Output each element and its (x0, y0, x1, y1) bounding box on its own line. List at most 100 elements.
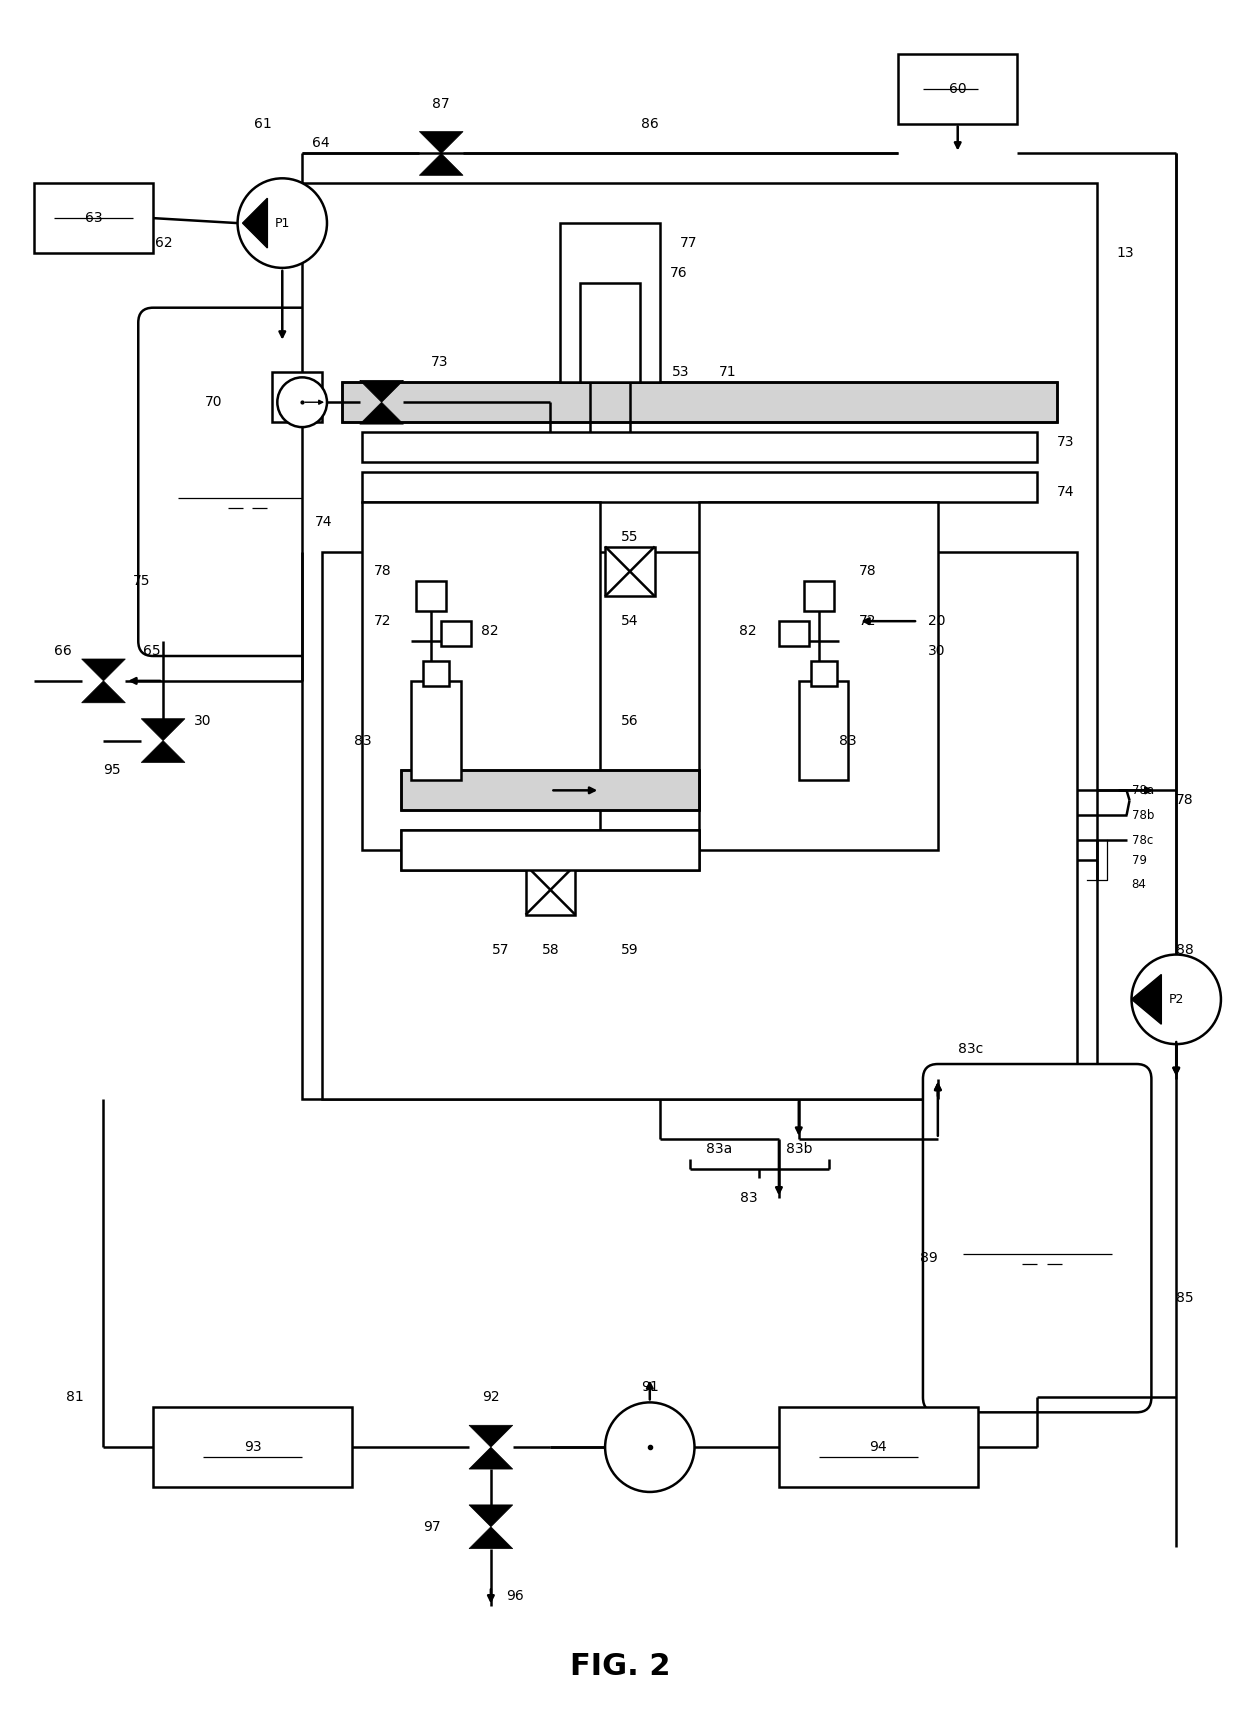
Text: 78c: 78c (1132, 834, 1153, 847)
Polygon shape (82, 659, 125, 680)
Text: 58: 58 (542, 942, 559, 956)
Text: 86: 86 (641, 117, 658, 131)
Text: 82: 82 (481, 625, 498, 639)
Text: 83: 83 (740, 1191, 758, 1205)
Text: 65: 65 (144, 644, 161, 658)
Text: 81: 81 (66, 1391, 83, 1405)
Text: 83a: 83a (707, 1141, 733, 1156)
Text: 20: 20 (928, 614, 945, 628)
Text: 95: 95 (103, 763, 122, 777)
Text: 85: 85 (1177, 1291, 1194, 1305)
Text: 89: 89 (920, 1251, 937, 1265)
Bar (779, 621, 808, 646)
Polygon shape (243, 198, 268, 249)
Bar (154, 1407, 352, 1488)
Circle shape (605, 1403, 694, 1491)
Bar (560, 223, 660, 383)
Text: 88: 88 (1177, 942, 1194, 956)
Bar (322, 552, 1076, 1099)
Text: 55: 55 (621, 530, 639, 544)
Text: 76: 76 (670, 266, 687, 280)
Text: 13: 13 (1117, 247, 1135, 261)
Text: 77: 77 (680, 236, 697, 250)
Text: 93: 93 (244, 1439, 262, 1455)
Text: 74: 74 (1056, 485, 1075, 499)
Polygon shape (469, 1446, 512, 1469)
Bar (33, 183, 154, 254)
Polygon shape (469, 1528, 512, 1548)
Text: P2: P2 (1168, 992, 1184, 1006)
Text: 87: 87 (433, 97, 450, 110)
Bar (526, 865, 575, 915)
Polygon shape (360, 380, 403, 402)
Text: 66: 66 (53, 644, 72, 658)
Text: 62: 62 (155, 236, 174, 250)
Polygon shape (141, 718, 185, 740)
Bar (580, 283, 640, 383)
Text: 74: 74 (315, 514, 332, 528)
Text: 57: 57 (492, 942, 510, 956)
Polygon shape (419, 154, 463, 176)
Circle shape (1132, 954, 1221, 1044)
Text: 59: 59 (621, 942, 639, 956)
Bar (804, 582, 833, 611)
Text: 30: 30 (195, 713, 212, 728)
Bar (362, 432, 1037, 463)
Circle shape (278, 378, 327, 426)
Bar (811, 661, 837, 685)
Bar (423, 661, 449, 685)
Bar (362, 471, 1037, 502)
FancyBboxPatch shape (923, 1063, 1152, 1412)
Text: 78: 78 (374, 564, 392, 578)
Text: 82: 82 (739, 625, 756, 639)
Bar (273, 373, 322, 423)
Text: P1: P1 (274, 216, 290, 230)
Text: 92: 92 (482, 1391, 500, 1405)
Text: 30: 30 (928, 644, 945, 658)
Text: 73: 73 (432, 356, 449, 369)
Text: 96: 96 (506, 1590, 523, 1603)
Text: 97: 97 (424, 1521, 441, 1534)
Bar (898, 54, 1017, 124)
FancyBboxPatch shape (138, 307, 347, 656)
Bar (441, 621, 471, 646)
Text: 78: 78 (858, 564, 875, 578)
Text: 63: 63 (84, 211, 103, 224)
Text: 72: 72 (374, 614, 392, 628)
Text: 73: 73 (1056, 435, 1075, 449)
Text: 54: 54 (621, 614, 639, 628)
Bar (412, 680, 461, 780)
Text: 61: 61 (253, 117, 272, 131)
Bar (417, 582, 446, 611)
Bar (402, 770, 699, 809)
Text: 94: 94 (869, 1439, 887, 1455)
Polygon shape (82, 680, 125, 702)
Bar (605, 547, 655, 595)
Bar (303, 183, 1096, 1099)
Polygon shape (469, 1426, 512, 1446)
Bar (362, 502, 600, 851)
Bar (402, 770, 699, 809)
Polygon shape (141, 740, 185, 763)
Polygon shape (1132, 975, 1162, 1024)
Text: 83: 83 (838, 734, 856, 747)
Bar (342, 383, 1056, 423)
Circle shape (238, 178, 327, 268)
Text: 83: 83 (355, 734, 372, 747)
Bar (402, 830, 699, 870)
Text: 71: 71 (719, 366, 737, 380)
Text: 60: 60 (949, 81, 966, 95)
Polygon shape (419, 131, 463, 154)
Bar (402, 830, 699, 870)
Text: 78a: 78a (1132, 784, 1153, 797)
Text: 75: 75 (133, 575, 151, 589)
Text: 84: 84 (1132, 879, 1147, 891)
Text: 83c: 83c (957, 1043, 983, 1056)
Text: 78b: 78b (1132, 809, 1154, 822)
Text: 78: 78 (1177, 794, 1194, 808)
Polygon shape (360, 402, 403, 425)
Text: 56: 56 (621, 713, 639, 728)
Bar (342, 383, 1056, 423)
Text: 91: 91 (641, 1381, 658, 1395)
Bar (799, 680, 848, 780)
